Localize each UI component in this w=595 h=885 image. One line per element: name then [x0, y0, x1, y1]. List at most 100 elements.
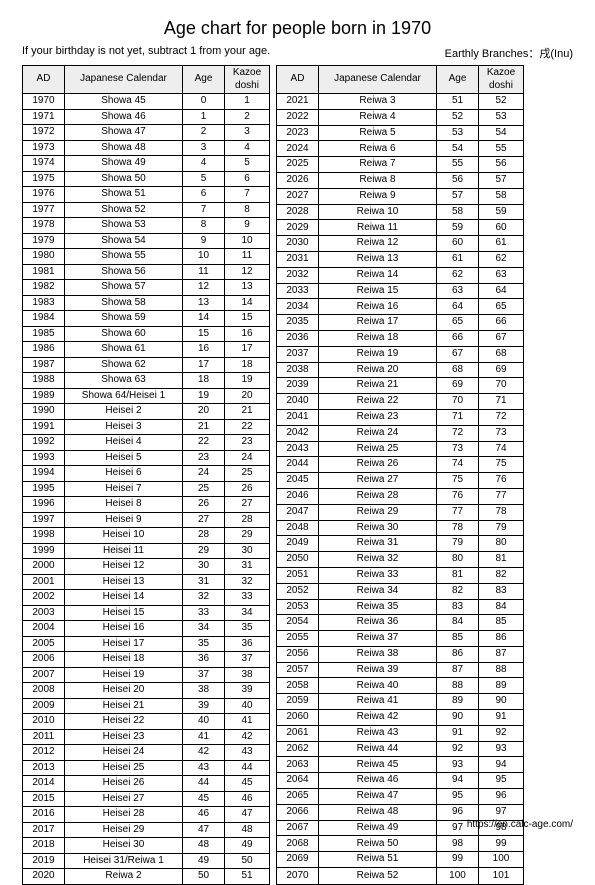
cell-jp: Reiwa 32	[319, 552, 437, 568]
cell-age: 95	[437, 789, 479, 805]
table-row: 2048Reiwa 307879	[277, 520, 524, 536]
cell-ad: 2061	[277, 725, 319, 741]
cell-kz: 9	[225, 218, 270, 234]
col-kz: Kazoe doshi	[225, 66, 270, 94]
cell-ad: 2018	[23, 838, 65, 854]
cell-kz: 63	[479, 267, 524, 283]
cell-age: 22	[183, 435, 225, 451]
cell-jp: Reiwa 43	[319, 725, 437, 741]
table-row: 2024Reiwa 65455	[277, 141, 524, 157]
cell-ad: 2015	[23, 791, 65, 807]
table-row: 2065Reiwa 479596	[277, 789, 524, 805]
cell-jp: Reiwa 3	[319, 94, 437, 110]
cell-jp: Reiwa 31	[319, 536, 437, 552]
cell-age: 35	[183, 636, 225, 652]
table-row: 1972Showa 4723	[23, 125, 270, 141]
cell-ad: 1985	[23, 326, 65, 342]
cell-age: 98	[437, 836, 479, 852]
table-row: 2053Reiwa 358384	[277, 599, 524, 615]
cell-jp: Showa 55	[65, 249, 183, 265]
table-row: 1998Heisei 102829	[23, 528, 270, 544]
table-row: 2042Reiwa 247273	[277, 425, 524, 441]
cell-jp: Reiwa 14	[319, 267, 437, 283]
cell-age: 24	[183, 466, 225, 482]
cell-jp: Heisei 14	[65, 590, 183, 606]
cell-age: 40	[183, 714, 225, 730]
cell-age: 82	[437, 583, 479, 599]
table-row: 1989Showa 64/Heisei 11920	[23, 388, 270, 404]
cell-age: 17	[183, 357, 225, 373]
cell-age: 0	[183, 94, 225, 110]
cell-kz: 35	[225, 621, 270, 637]
cell-age: 51	[437, 94, 479, 110]
cell-age: 7	[183, 202, 225, 218]
cell-ad: 1971	[23, 109, 65, 125]
col-ad: AD	[277, 66, 319, 94]
cell-kz: 101	[479, 868, 524, 884]
cell-age: 45	[183, 791, 225, 807]
table-row: 1991Heisei 32122	[23, 419, 270, 435]
table-row: 2023Reiwa 55354	[277, 125, 524, 141]
table-row: 2030Reiwa 126061	[277, 236, 524, 252]
cell-ad: 2053	[277, 599, 319, 615]
cell-jp: Reiwa 8	[319, 172, 437, 188]
table-row: 1993Heisei 52324	[23, 450, 270, 466]
table-row: 1988Showa 631819	[23, 373, 270, 389]
table-row: 1971Showa 4612	[23, 109, 270, 125]
cell-age: 44	[183, 776, 225, 792]
table-row: 1995Heisei 72526	[23, 481, 270, 497]
cell-ad: 2051	[277, 567, 319, 583]
cell-kz: 18	[225, 357, 270, 373]
cell-jp: Reiwa 34	[319, 583, 437, 599]
cell-age: 73	[437, 441, 479, 457]
cell-jp: Heisei 3	[65, 419, 183, 435]
cell-age: 96	[437, 804, 479, 820]
cell-kz: 2	[225, 109, 270, 125]
cell-jp: Reiwa 39	[319, 662, 437, 678]
cell-age: 70	[437, 394, 479, 410]
col-age: Age	[437, 66, 479, 94]
cell-ad: 1990	[23, 404, 65, 420]
cell-ad: 2012	[23, 745, 65, 761]
cell-jp: Reiwa 49	[319, 820, 437, 836]
cell-jp: Reiwa 38	[319, 646, 437, 662]
table-row: 2045Reiwa 277576	[277, 473, 524, 489]
cell-ad: 2010	[23, 714, 65, 730]
cell-kz: 53	[479, 109, 524, 125]
cell-jp: Showa 63	[65, 373, 183, 389]
cell-age: 93	[437, 757, 479, 773]
cell-jp: Reiwa 29	[319, 504, 437, 520]
cell-ad: 2036	[277, 330, 319, 346]
cell-kz: 16	[225, 326, 270, 342]
cell-jp: Reiwa 40	[319, 678, 437, 694]
cell-kz: 70	[479, 378, 524, 394]
cell-age: 1	[183, 109, 225, 125]
cell-age: 30	[183, 559, 225, 575]
cell-age: 19	[183, 388, 225, 404]
cell-kz: 75	[479, 457, 524, 473]
cell-kz: 72	[479, 409, 524, 425]
cell-kz: 51	[225, 869, 270, 885]
cell-age: 60	[437, 236, 479, 252]
cell-age: 3	[183, 140, 225, 156]
cell-jp: Heisei 25	[65, 760, 183, 776]
cell-ad: 2021	[277, 94, 319, 110]
cell-age: 58	[437, 204, 479, 220]
cell-kz: 10	[225, 233, 270, 249]
cell-kz: 15	[225, 311, 270, 327]
page-title: Age chart for people born in 1970	[22, 18, 573, 39]
cell-age: 69	[437, 378, 479, 394]
cell-jp: Heisei 5	[65, 450, 183, 466]
cell-ad: 2040	[277, 394, 319, 410]
cell-ad: 1975	[23, 171, 65, 187]
table-row: 2070Reiwa 52100101	[277, 868, 524, 884]
footer-url: https://en.calc-age.com/	[467, 819, 573, 830]
cell-age: 77	[437, 504, 479, 520]
cell-age: 42	[183, 745, 225, 761]
cell-ad: 2052	[277, 583, 319, 599]
cell-age: 74	[437, 457, 479, 473]
table-row: 2028Reiwa 105859	[277, 204, 524, 220]
cell-kz: 79	[479, 520, 524, 536]
table-row: 2001Heisei 133132	[23, 574, 270, 590]
table-header-row: AD Japanese Calendar Age Kazoe doshi	[277, 66, 524, 94]
